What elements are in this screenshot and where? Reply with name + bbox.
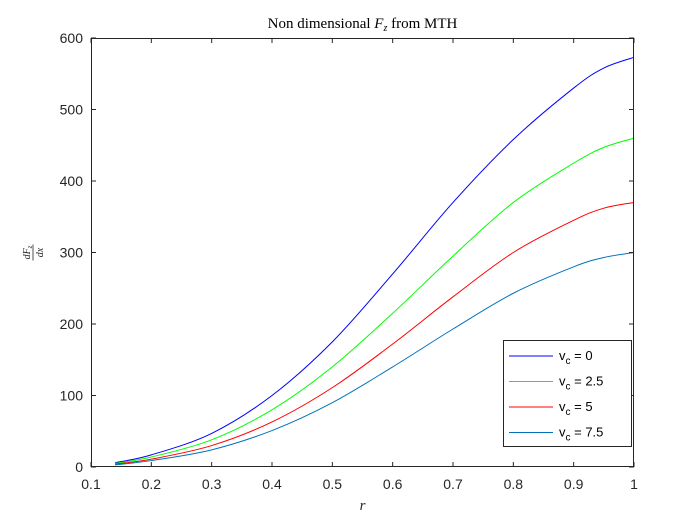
- legend: vc = 0 vc = 2.5 vc = 5 vc = 7.5: [503, 340, 632, 447]
- y-axis-label-denominator: dx: [35, 247, 46, 257]
- legend-item: vc = 7.5: [509, 425, 603, 444]
- series-line-1: [115, 56, 635, 464]
- x-axis-label: r: [360, 498, 366, 514]
- x-tick-label: 0.6: [383, 476, 403, 492]
- legend-item: vc = 2.5: [509, 374, 603, 393]
- title-suffix: from MTH: [387, 16, 457, 32]
- x-tick-label: 1: [630, 476, 638, 492]
- title-symbol: F: [373, 16, 384, 32]
- series-line-2: [115, 137, 635, 464]
- x-ticks: 0.1 0.2 0.3 0.4 0.5 0.6 0.7 0.8 0.9 1: [81, 38, 638, 492]
- y-tick-label: 200: [60, 316, 84, 332]
- x-tick-label: 0.7: [443, 476, 463, 492]
- x-tick-label: 0.2: [142, 476, 162, 492]
- y-ticks: 0 100 200 300 400 500 600: [60, 30, 634, 475]
- legend-label: vc = 5: [559, 399, 593, 418]
- series-line-4: [115, 252, 635, 466]
- x-tick-label: 0.5: [323, 476, 343, 492]
- y-tick-label: 500: [60, 102, 84, 118]
- x-tick-label: 0.9: [564, 476, 584, 492]
- x-tick-label: 0.4: [262, 476, 282, 492]
- y-tick-label: 0: [75, 459, 83, 475]
- legend-label: vc = 2.5: [559, 374, 603, 393]
- legend-box: [503, 340, 632, 447]
- y-axis-label: dFz dx: [22, 244, 46, 261]
- title-prefix: Non dimensional: [268, 16, 375, 32]
- y-tick-label: 600: [60, 30, 84, 46]
- legend-label: vc = 0: [559, 348, 593, 367]
- legend-label: vc = 7.5: [559, 425, 603, 444]
- x-tick-label: 0.1: [81, 476, 101, 492]
- x-tick-label: 0.8: [504, 476, 524, 492]
- x-tick-label: 0.3: [202, 476, 222, 492]
- y-tick-label: 300: [60, 245, 84, 261]
- title-subscript: z: [382, 23, 387, 34]
- y-tick-label: 100: [60, 388, 84, 404]
- y-tick-label: 400: [60, 173, 84, 189]
- legend-item: vc = 5: [509, 399, 593, 418]
- series-lines: [115, 56, 635, 466]
- y-axis-label-numerator: dFz: [22, 245, 34, 259]
- series-line-3: [115, 201, 635, 465]
- legend-item: vc = 0: [509, 348, 593, 367]
- chart-title: Non dimensional Fz from MTH: [268, 16, 458, 34]
